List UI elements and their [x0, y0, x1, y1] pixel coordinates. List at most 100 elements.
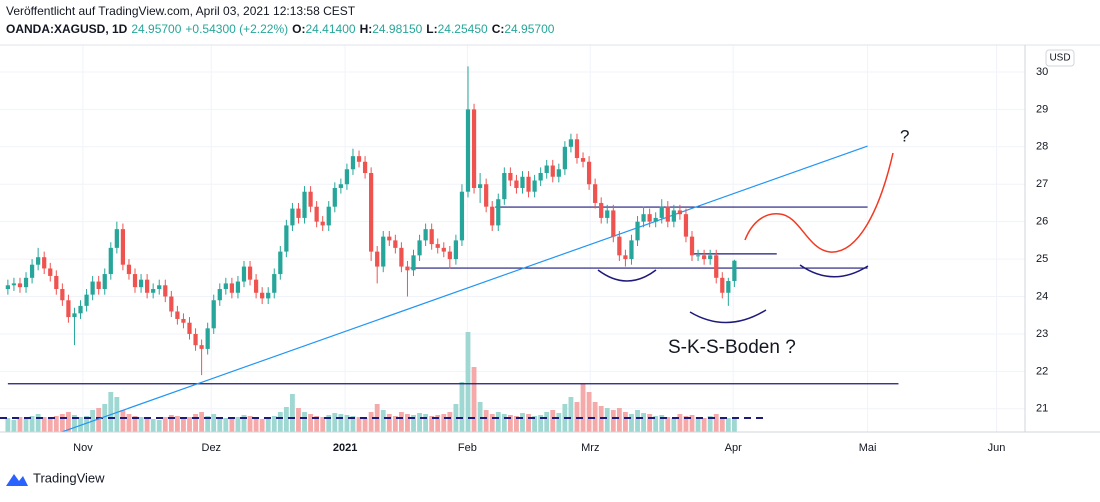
currency: USD: [1049, 53, 1070, 64]
volume-bar: [386, 414, 392, 432]
volume-bar: [689, 415, 695, 432]
volume-bar: [610, 410, 616, 432]
y-tick-label: 25: [1036, 253, 1048, 265]
candle-body: [332, 187, 337, 207]
volume-bar: [277, 412, 283, 432]
x-tick-label: Jun: [988, 442, 1006, 454]
volume-bar: [138, 417, 144, 432]
volume-bar: [526, 414, 531, 432]
volume-bar: [514, 416, 519, 432]
candle-body: [23, 277, 29, 288]
volume-bar: [156, 420, 162, 432]
volume-bar: [441, 414, 447, 432]
candle-body: [484, 184, 489, 207]
red-path: [744, 152, 894, 253]
candle-body: [471, 109, 477, 188]
candle-body: [702, 255, 707, 260]
candle-body: [163, 285, 168, 297]
volume-bar: [5, 418, 11, 432]
candle-body: [60, 289, 65, 301]
candle-body: [532, 180, 537, 192]
x-tick-label: Apr: [725, 442, 742, 454]
candle-body: [671, 210, 676, 222]
candle-body: [659, 206, 664, 218]
logo: [6, 474, 28, 486]
candle-body: [695, 255, 701, 257]
candle-body: [708, 255, 713, 260]
volume-bar: [550, 410, 556, 432]
volume-bar: [659, 415, 665, 432]
candle-body: [151, 289, 156, 293]
volume-bar: [423, 414, 429, 432]
candle-body: [326, 206, 331, 226]
volume-bar: [41, 417, 47, 432]
candle-body: [617, 236, 622, 256]
volume-bar: [501, 414, 507, 432]
candle-body: [502, 173, 507, 200]
candle-body: [429, 229, 434, 245]
y-tick-label: 27: [1036, 178, 1048, 190]
candle-body: [66, 300, 71, 318]
candle-body: [84, 294, 89, 306]
left-shoulder: [597, 269, 657, 282]
candle-body: [641, 214, 646, 222]
candle-body: [526, 176, 531, 192]
candle-body: [114, 229, 119, 248]
candle-body: [574, 139, 580, 159]
volume-bar: [11, 420, 17, 432]
volume-bar: [265, 417, 271, 432]
volume-bar: [205, 416, 211, 432]
volume-bar: [120, 410, 126, 432]
candle-body: [623, 255, 628, 260]
volume-bar: [538, 415, 544, 432]
candle-body: [381, 236, 386, 267]
candle-body: [169, 296, 174, 312]
volume-bar: [604, 408, 610, 432]
y-tick-label: 26: [1036, 216, 1048, 228]
candle-body: [241, 266, 247, 282]
candle-body: [193, 333, 198, 346]
candle-body: [714, 255, 719, 278]
symbol-row: OANDA:XAGUSD, 1D 24.95700 +0.54300 (+2.22%…: [6, 22, 555, 36]
header-field: H:: [360, 22, 373, 36]
volume-bar: [65, 412, 71, 432]
head: [689, 309, 767, 324]
candle-body: [544, 165, 549, 174]
candle-body: [629, 240, 634, 260]
candle-body: [96, 281, 101, 290]
candle-body: [266, 292, 271, 299]
volume-bar: [296, 408, 301, 432]
volume-bar: [447, 412, 453, 432]
volume-bar: [290, 394, 295, 432]
volume-bar: [725, 418, 731, 432]
candle-body: [314, 206, 319, 222]
candle-body: [611, 210, 616, 237]
volume-bar: [435, 415, 441, 432]
volume-bar: [108, 392, 114, 432]
volume-bar: [411, 415, 416, 432]
candle-body: [720, 277, 725, 293]
candle-body: [726, 281, 731, 293]
volume-bar: [235, 417, 241, 432]
volume-bar: [96, 408, 102, 432]
volume-bar: [253, 418, 259, 432]
volume-bar: [568, 397, 574, 432]
volume-bar: [465, 332, 471, 432]
volume-bar: [665, 417, 671, 432]
candle-body: [393, 240, 398, 248]
candle-body: [593, 184, 598, 203]
volume-bar: [362, 418, 368, 432]
header-field: +0.54300 (+2.22%): [185, 22, 288, 36]
volume-bar: [271, 416, 277, 432]
candle-body: [72, 313, 77, 318]
y-tick-label: 21: [1036, 403, 1048, 415]
volume-bar: [114, 397, 120, 432]
candle-body: [490, 206, 495, 226]
volume-bar: [174, 416, 180, 432]
volume-bar: [302, 412, 307, 432]
candle-body: [514, 180, 519, 188]
volume-bar: [707, 416, 713, 432]
candle-body: [211, 300, 216, 329]
volume-bar: [53, 416, 59, 432]
